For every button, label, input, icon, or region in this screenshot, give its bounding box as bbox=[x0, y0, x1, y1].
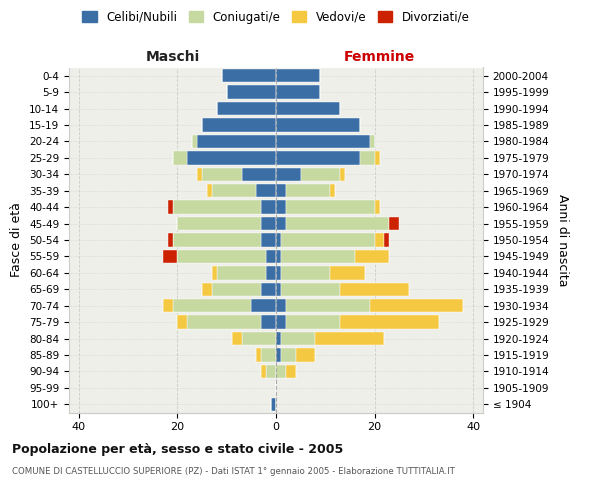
Bar bbox=[232, 332, 241, 345]
Bar bbox=[276, 134, 370, 148]
Bar bbox=[316, 332, 385, 345]
Bar bbox=[286, 299, 370, 312]
Bar bbox=[355, 250, 389, 263]
Bar bbox=[276, 200, 286, 214]
Text: COMUNE DI CASTELLUCCIO SUPERIORE (PZ) - Dati ISTAT 1° gennaio 2005 - Elaborazion: COMUNE DI CASTELLUCCIO SUPERIORE (PZ) - … bbox=[12, 468, 455, 476]
Y-axis label: Fasce di età: Fasce di età bbox=[10, 202, 23, 278]
Y-axis label: Anni di nascita: Anni di nascita bbox=[556, 194, 569, 286]
Bar bbox=[276, 118, 360, 132]
Bar bbox=[266, 266, 276, 280]
Bar bbox=[207, 184, 212, 198]
Bar bbox=[261, 200, 276, 214]
Bar bbox=[217, 266, 266, 280]
Bar bbox=[286, 316, 340, 329]
Bar bbox=[276, 69, 320, 82]
Bar bbox=[276, 86, 320, 99]
Bar bbox=[286, 200, 374, 214]
Bar bbox=[286, 217, 389, 230]
Bar bbox=[261, 364, 266, 378]
Bar bbox=[301, 168, 340, 181]
Bar bbox=[163, 250, 178, 263]
Bar bbox=[178, 316, 187, 329]
Bar bbox=[217, 102, 276, 116]
Bar bbox=[173, 299, 251, 312]
Bar bbox=[192, 134, 197, 148]
Bar bbox=[178, 217, 261, 230]
Bar bbox=[281, 332, 316, 345]
Bar bbox=[167, 200, 173, 214]
Bar bbox=[202, 282, 212, 296]
Bar bbox=[276, 151, 360, 164]
Bar bbox=[261, 217, 276, 230]
Bar bbox=[266, 250, 276, 263]
Bar bbox=[261, 316, 276, 329]
Bar bbox=[173, 200, 261, 214]
Bar bbox=[276, 316, 286, 329]
Text: Popolazione per età, sesso e stato civile - 2005: Popolazione per età, sesso e stato civil… bbox=[12, 442, 343, 456]
Bar bbox=[281, 348, 296, 362]
Bar bbox=[202, 168, 241, 181]
Bar bbox=[330, 266, 365, 280]
Bar bbox=[281, 266, 330, 280]
Text: Maschi: Maschi bbox=[145, 50, 200, 64]
Bar bbox=[296, 348, 316, 362]
Bar bbox=[202, 118, 276, 132]
Bar bbox=[370, 299, 463, 312]
Bar bbox=[286, 184, 330, 198]
Bar bbox=[261, 348, 276, 362]
Bar bbox=[340, 282, 409, 296]
Bar bbox=[276, 266, 281, 280]
Bar bbox=[163, 299, 173, 312]
Bar bbox=[276, 168, 301, 181]
Bar bbox=[241, 332, 276, 345]
Bar bbox=[187, 151, 276, 164]
Bar bbox=[286, 364, 296, 378]
Bar bbox=[276, 332, 281, 345]
Bar bbox=[271, 398, 276, 411]
Bar bbox=[212, 266, 217, 280]
Bar bbox=[374, 234, 385, 246]
Bar bbox=[374, 151, 380, 164]
Bar bbox=[276, 184, 286, 198]
Bar bbox=[276, 348, 281, 362]
Bar bbox=[276, 364, 286, 378]
Bar bbox=[360, 151, 374, 164]
Bar bbox=[370, 134, 374, 148]
Bar bbox=[251, 299, 276, 312]
Bar bbox=[281, 282, 340, 296]
Bar bbox=[241, 168, 276, 181]
Bar bbox=[227, 86, 276, 99]
Bar bbox=[276, 250, 281, 263]
Bar bbox=[173, 234, 261, 246]
Bar bbox=[385, 234, 389, 246]
Bar bbox=[276, 282, 281, 296]
Bar bbox=[178, 250, 266, 263]
Legend: Celibi/Nubili, Coniugati/e, Vedovi/e, Divorziati/e: Celibi/Nubili, Coniugati/e, Vedovi/e, Di… bbox=[77, 6, 475, 28]
Bar bbox=[187, 316, 261, 329]
Text: Femmine: Femmine bbox=[344, 50, 415, 64]
Bar bbox=[281, 234, 374, 246]
Bar bbox=[212, 282, 261, 296]
Bar bbox=[212, 184, 256, 198]
Bar bbox=[389, 217, 399, 230]
Bar bbox=[340, 168, 345, 181]
Bar bbox=[256, 184, 276, 198]
Bar bbox=[330, 184, 335, 198]
Bar bbox=[261, 282, 276, 296]
Bar bbox=[374, 200, 380, 214]
Bar bbox=[256, 348, 261, 362]
Bar bbox=[276, 217, 286, 230]
Bar bbox=[281, 250, 355, 263]
Bar bbox=[276, 234, 281, 246]
Bar bbox=[276, 102, 340, 116]
Bar bbox=[173, 151, 187, 164]
Bar bbox=[276, 299, 286, 312]
Bar bbox=[222, 69, 276, 82]
Bar bbox=[266, 364, 276, 378]
Bar bbox=[167, 234, 173, 246]
Bar bbox=[197, 168, 202, 181]
Bar bbox=[261, 234, 276, 246]
Bar bbox=[197, 134, 276, 148]
Bar bbox=[340, 316, 439, 329]
